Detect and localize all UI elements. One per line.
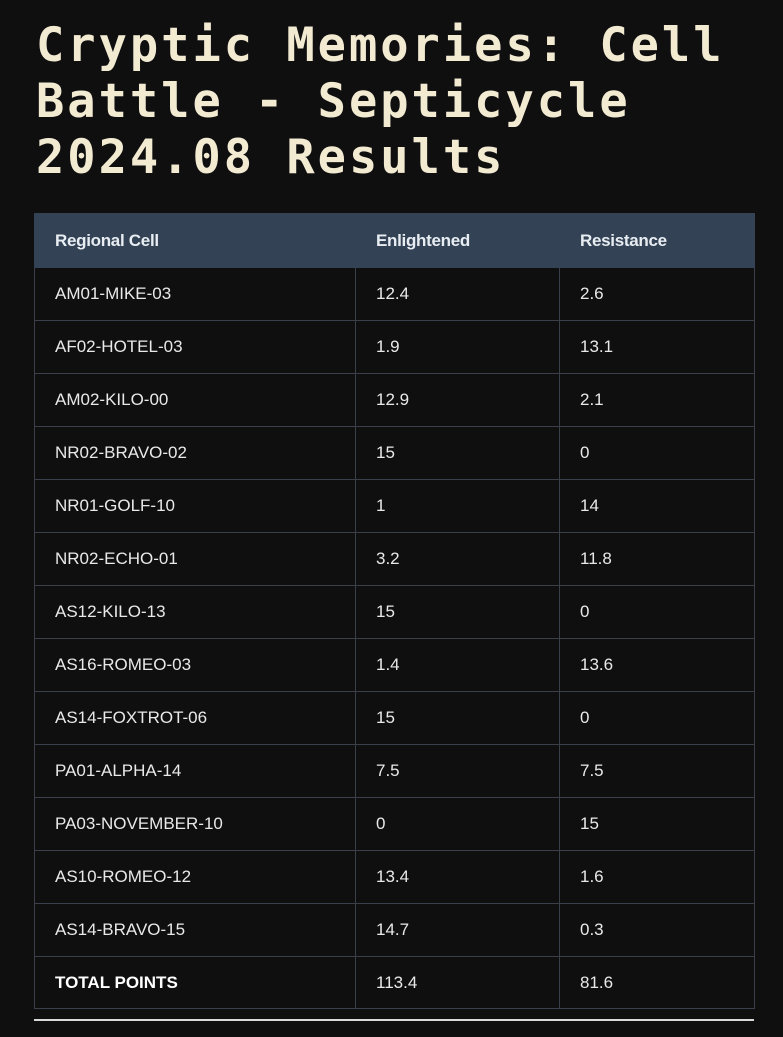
enlightened-score: 12.9 xyxy=(355,373,560,427)
table-row: AM01-MIKE-03 12.4 2.6 xyxy=(34,267,755,321)
enlightened-score: 1 xyxy=(355,479,560,533)
cell-name: AS14-FOXTROT-06 xyxy=(34,691,356,745)
resistance-score: 13.1 xyxy=(559,320,755,374)
cell-name: NR02-BRAVO-02 xyxy=(34,426,356,480)
resistance-score: 14 xyxy=(559,479,755,533)
cell-name: AS10-ROMEO-12 xyxy=(34,850,356,904)
table-row: NR02-BRAVO-02 15 0 xyxy=(34,426,755,480)
resistance-score: 15 xyxy=(559,797,755,851)
table-row: AF02-HOTEL-03 1.9 13.1 xyxy=(34,320,755,374)
enlightened-score: 1.4 xyxy=(355,638,560,692)
cell-name: PA01-ALPHA-14 xyxy=(34,744,356,798)
cell-name: AF02-HOTEL-03 xyxy=(34,320,356,374)
enlightened-score: 15 xyxy=(355,426,560,480)
table-row: AS14-FOXTROT-06 15 0 xyxy=(34,691,755,745)
cell-name: AM01-MIKE-03 xyxy=(34,267,356,321)
cell-name: AM02-KILO-00 xyxy=(34,373,356,427)
table-row: AS16-ROMEO-03 1.4 13.6 xyxy=(34,638,755,692)
table-row: PA01-ALPHA-14 7.5 7.5 xyxy=(34,744,755,798)
enlightened-score: 0 xyxy=(355,797,560,851)
cell-name: AS12-KILO-13 xyxy=(34,585,356,639)
cell-name: AS14-BRAVO-15 xyxy=(34,903,356,957)
enlightened-score: 15 xyxy=(355,691,560,745)
enlightened-score: 14.7 xyxy=(355,903,560,957)
table-row: AS14-BRAVO-15 14.7 0.3 xyxy=(34,903,755,957)
total-enlightened: 113.4 xyxy=(355,956,560,1009)
total-resistance: 81.6 xyxy=(559,956,755,1009)
table-body: AM01-MIKE-03 12.4 2.6 AF02-HOTEL-03 1.9 13.1 A… xyxy=(34,267,755,1009)
resistance-score: 0.3 xyxy=(559,903,755,957)
bottom-divider xyxy=(34,1019,754,1021)
table-row: NR01-GOLF-10 1 14 xyxy=(34,479,755,533)
total-row: TOTAL POINTS 113.4 81.6 xyxy=(34,956,755,1009)
header-resistance: Resistance xyxy=(559,213,755,268)
enlightened-score: 3.2 xyxy=(355,532,560,586)
table-row: AS10-ROMEO-12 13.4 1.6 xyxy=(34,850,755,904)
cell-name: NR01-GOLF-10 xyxy=(34,479,356,533)
resistance-score: 2.6 xyxy=(559,267,755,321)
header-regional-cell: Regional Cell xyxy=(34,213,356,268)
enlightened-score: 7.5 xyxy=(355,744,560,798)
enlightened-score: 15 xyxy=(355,585,560,639)
table-row: PA03-NOVEMBER-10 0 15 xyxy=(34,797,755,851)
enlightened-score: 1.9 xyxy=(355,320,560,374)
resistance-score: 11.8 xyxy=(559,532,755,586)
resistance-score: 0 xyxy=(559,585,755,639)
total-label: TOTAL POINTS xyxy=(34,956,356,1009)
table-row: NR02-ECHO-01 3.2 11.8 xyxy=(34,532,755,586)
table-row: AS12-KILO-13 15 0 xyxy=(34,585,755,639)
enlightened-score: 13.4 xyxy=(355,850,560,904)
cell-name: PA03-NOVEMBER-10 xyxy=(34,797,356,851)
enlightened-score: 12.4 xyxy=(355,267,560,321)
header-row: Regional Cell Enlightened Resistance xyxy=(34,213,755,268)
resistance-score: 0 xyxy=(559,426,755,480)
page-title: Cryptic Memories: Cell Battle - Septicyc… xyxy=(36,18,725,185)
table-row: AM02-KILO-00 12.9 2.1 xyxy=(34,373,755,427)
table-header: Regional Cell Enlightened Resistance xyxy=(34,213,755,268)
resistance-score: 1.6 xyxy=(559,850,755,904)
resistance-score: 7.5 xyxy=(559,744,755,798)
resistance-score: 13.6 xyxy=(559,638,755,692)
header-enlightened: Enlightened xyxy=(355,213,560,268)
resistance-score: 0 xyxy=(559,691,755,745)
resistance-score: 2.1 xyxy=(559,373,755,427)
cell-name: NR02-ECHO-01 xyxy=(34,532,356,586)
results-table: Regional Cell Enlightened Resistance AM0… xyxy=(34,213,755,1009)
cell-name: AS16-ROMEO-03 xyxy=(34,638,356,692)
